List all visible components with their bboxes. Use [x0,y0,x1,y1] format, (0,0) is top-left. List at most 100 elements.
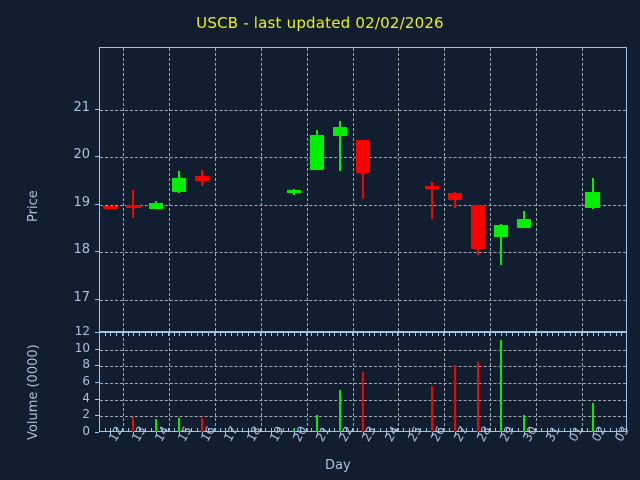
candle-body[interactable] [103,206,118,210]
volume-minor-tick [110,332,112,336]
candle-body[interactable] [447,193,462,200]
volume-minor-tick [104,428,106,432]
volume-bar[interactable] [430,386,433,432]
volume-minor-tick [483,332,485,336]
volume-minor-tick [546,428,548,432]
volume-minor-tick [403,332,405,336]
day-tick-mark [110,432,112,436]
candle-body[interactable] [332,126,348,137]
day-gridline [582,48,584,331]
day-gridline [260,48,262,331]
candle-body[interactable] [309,134,325,170]
volume-minor-tick [242,332,244,336]
volume-minor-tick [363,332,364,336]
volume-bar[interactable] [453,365,456,432]
volume-minor-tick [506,428,508,432]
volume-minor-tick [426,332,428,336]
candle-body[interactable] [516,218,531,229]
candle-body[interactable] [287,190,302,194]
candle-body[interactable] [470,204,485,249]
volume-minor-tick [259,332,261,336]
volume-minor-tick [185,332,187,336]
volume-tick-mark [95,432,99,434]
volume-bar[interactable] [293,428,296,432]
volume-minor-tick [586,332,588,336]
volume-minor-tick [472,428,474,432]
volume-minor-tick [437,428,439,432]
volume-minor-tick [368,332,370,336]
volume-minor-tick [253,332,255,336]
volume-minor-tick [299,428,301,432]
volume-bar[interactable] [476,362,479,432]
volume-minor-tick [397,428,399,432]
volume-minor-tick [552,332,554,336]
volume-minor-tick [127,332,129,336]
price-tick-label: 17 [73,289,90,305]
day-axis-title: Day [325,458,351,473]
volume-bar[interactable] [178,417,181,432]
candle-body[interactable] [172,177,187,192]
volume-minor-tick [202,332,204,336]
volume-minor-tick [380,332,382,336]
volume-minor-tick [420,428,422,432]
volume-axis-title: Volume (0000) [26,344,41,440]
volume-minor-tick [460,428,462,432]
volume-minor-tick [460,332,462,336]
volume-bar[interactable] [316,415,319,432]
volume-bar[interactable] [362,372,364,432]
volume-minor-tick [615,428,617,432]
volume-minor-tick [489,332,491,336]
volume-bar[interactable] [591,402,594,432]
volume-minor-tick [351,332,353,336]
candle-body[interactable] [149,202,164,210]
price-tick-label: 21 [73,99,90,115]
volume-minor-tick [454,332,456,336]
volume-bar[interactable] [201,417,204,432]
volume-minor-tick [190,428,192,432]
volume-minor-tick [581,332,583,336]
volume-minor-tick [139,428,141,432]
volume-minor-tick [110,428,112,432]
volume-minor-tick [150,332,152,336]
candle-body[interactable] [424,185,439,189]
price-gridline [100,252,626,254]
volume-bar[interactable] [339,390,342,432]
volume-minor-tick [512,332,514,336]
volume-minor-tick [443,428,445,432]
candle-body[interactable] [126,205,141,209]
price-tick-label: 18 [73,242,90,258]
volume-minor-tick [150,428,152,432]
volume-tick-label: 4 [82,390,90,405]
volume-bar[interactable] [132,417,135,432]
volume-bar[interactable] [522,415,525,432]
volume-minor-tick [248,428,250,432]
volume-minor-tick [443,332,445,336]
day-tick-mark [156,432,158,436]
volume-minor-tick [299,332,301,336]
volume-tick-label: 10 [74,340,90,355]
volume-bar[interactable] [155,418,158,432]
volume-minor-tick [156,332,158,336]
day-gridline [582,333,584,431]
volume-minor-tick [368,428,370,432]
day-tick-mark [340,432,342,436]
volume-minor-tick [420,332,422,336]
day-gridline [168,333,170,431]
volume-minor-tick [173,428,175,432]
volume-minor-tick [288,428,290,432]
day-tick-mark [477,432,479,436]
day-gridline [444,333,446,431]
volume-minor-tick [558,428,560,432]
volume-bar[interactable] [499,340,502,432]
day-gridline [444,48,446,331]
candle-body[interactable] [585,191,600,208]
volume-minor-tick [311,428,313,432]
candle-body[interactable] [355,139,371,173]
volume-minor-tick [213,332,215,336]
price-axis-title: Price [26,190,41,222]
volume-tick-label: 6 [82,374,90,388]
price-tick-label: 20 [73,147,90,163]
candle-body[interactable] [493,225,508,237]
candle-body[interactable] [195,176,210,181]
volume-minor-tick [144,332,146,336]
